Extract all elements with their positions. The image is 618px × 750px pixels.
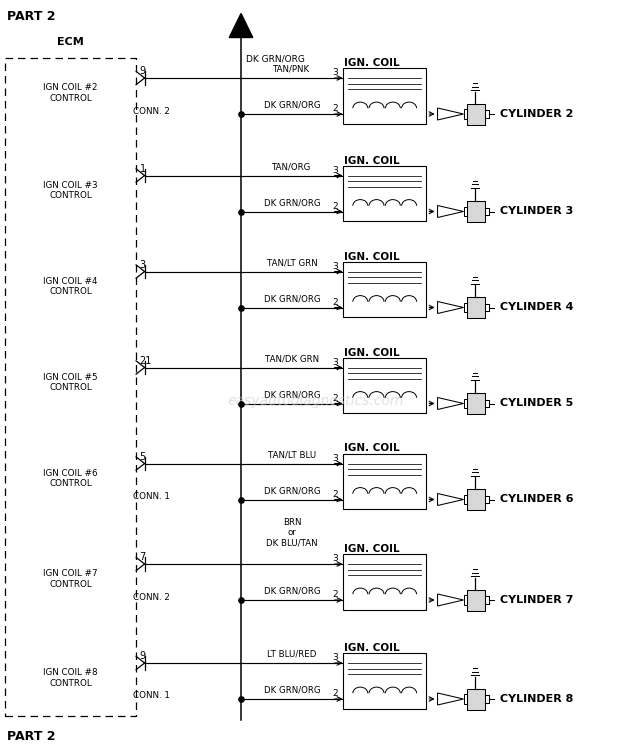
- Bar: [343, 358, 426, 413]
- Text: 3: 3: [332, 454, 338, 463]
- Bar: [5, 58, 136, 716]
- Text: DK GRN/ORG: DK GRN/ORG: [264, 586, 320, 596]
- Text: 9: 9: [140, 66, 146, 76]
- Text: 1: 1: [140, 164, 146, 174]
- Text: CYLINDER 6: CYLINDER 6: [500, 494, 574, 505]
- Polygon shape: [438, 206, 464, 218]
- Bar: [464, 207, 467, 216]
- Bar: [343, 68, 426, 124]
- Text: IGN. COIL: IGN. COIL: [344, 347, 400, 358]
- Polygon shape: [438, 494, 464, 506]
- Text: PART 2: PART 2: [7, 730, 56, 743]
- Bar: [464, 694, 467, 703]
- Text: A: A: [237, 22, 245, 35]
- Text: TAN/PNK: TAN/PNK: [273, 64, 311, 74]
- Text: DK GRN/ORG: DK GRN/ORG: [264, 100, 320, 109]
- Text: 2: 2: [332, 104, 338, 113]
- Text: IGN. COIL: IGN. COIL: [344, 155, 400, 166]
- Polygon shape: [438, 398, 464, 410]
- Text: DK GRN/ORG: DK GRN/ORG: [264, 686, 320, 694]
- Text: TAN/LT BLU: TAN/LT BLU: [268, 450, 316, 459]
- Text: CYLINDER 2: CYLINDER 2: [500, 109, 574, 119]
- Text: PART 2: PART 2: [7, 10, 56, 23]
- Text: 21: 21: [140, 356, 152, 366]
- Text: BRN
or
DK BLU/TAN: BRN or DK BLU/TAN: [266, 518, 318, 548]
- Text: DK GRN/ORG: DK GRN/ORG: [264, 198, 320, 207]
- Text: CONN. 1: CONN. 1: [133, 692, 171, 700]
- Text: DK GRN/ORG: DK GRN/ORG: [264, 390, 320, 399]
- Text: CYLINDER 4: CYLINDER 4: [500, 302, 574, 313]
- Text: 3: 3: [332, 166, 338, 175]
- Bar: [467, 688, 485, 709]
- Text: CYLINDER 8: CYLINDER 8: [500, 694, 574, 704]
- Text: 2: 2: [332, 202, 338, 211]
- Text: LT BLU/RED: LT BLU/RED: [268, 650, 316, 658]
- Bar: [464, 110, 467, 119]
- Text: 2: 2: [332, 590, 338, 599]
- Bar: [343, 166, 426, 221]
- Text: IGN COIL #4
CONTROL: IGN COIL #4 CONTROL: [43, 277, 98, 296]
- Text: IGN COIL #2
CONTROL: IGN COIL #2 CONTROL: [43, 83, 98, 103]
- Bar: [467, 297, 485, 318]
- Text: CYLINDER 7: CYLINDER 7: [500, 595, 574, 605]
- Text: TAN/DK GRN: TAN/DK GRN: [265, 354, 319, 363]
- Text: IGN. COIL: IGN. COIL: [344, 443, 400, 454]
- Text: IGN COIL #8
CONTROL: IGN COIL #8 CONTROL: [43, 668, 98, 688]
- Text: CYLINDER 5: CYLINDER 5: [500, 398, 574, 409]
- Text: IGN. COIL: IGN. COIL: [344, 643, 400, 653]
- Polygon shape: [438, 693, 464, 705]
- Text: 2: 2: [332, 490, 338, 499]
- Text: CONN. 2: CONN. 2: [133, 592, 171, 602]
- Text: 2: 2: [332, 298, 338, 307]
- Text: 2: 2: [332, 689, 338, 698]
- Polygon shape: [438, 594, 464, 606]
- Bar: [343, 653, 426, 709]
- Text: IGN COIL #7
CONTROL: IGN COIL #7 CONTROL: [43, 569, 98, 589]
- Text: ECM: ECM: [57, 37, 84, 47]
- Text: 5: 5: [140, 452, 146, 462]
- Text: IGN COIL #3
CONTROL: IGN COIL #3 CONTROL: [43, 181, 98, 200]
- Text: DK GRN/ORG: DK GRN/ORG: [264, 486, 320, 495]
- Text: IGN COIL #5
CONTROL: IGN COIL #5 CONTROL: [43, 373, 98, 392]
- Text: IGN. COIL: IGN. COIL: [344, 58, 400, 68]
- Bar: [467, 104, 485, 125]
- Polygon shape: [438, 302, 464, 313]
- Text: 3: 3: [332, 653, 338, 662]
- Text: CONN. 2: CONN. 2: [133, 106, 171, 116]
- Bar: [467, 393, 485, 414]
- Text: easyautodiagnostics.com: easyautodiagnostics.com: [227, 394, 404, 408]
- Text: CYLINDER 3: CYLINDER 3: [500, 206, 574, 217]
- Bar: [464, 495, 467, 504]
- Bar: [464, 596, 467, 604]
- Bar: [467, 489, 485, 510]
- Bar: [343, 262, 426, 317]
- Text: IGN. COIL: IGN. COIL: [344, 251, 400, 262]
- Bar: [467, 590, 485, 610]
- Polygon shape: [229, 13, 253, 38]
- Text: TAN/LT GRN: TAN/LT GRN: [266, 258, 318, 267]
- Bar: [467, 201, 485, 222]
- Text: CONN. 1: CONN. 1: [133, 492, 171, 501]
- Text: 2: 2: [332, 394, 338, 403]
- Bar: [343, 554, 426, 610]
- Text: 3: 3: [332, 358, 338, 367]
- Text: 7: 7: [140, 552, 146, 562]
- Polygon shape: [438, 108, 464, 120]
- Text: 9: 9: [140, 651, 146, 662]
- Text: DK GRN/ORG: DK GRN/ORG: [246, 54, 305, 63]
- Text: 3: 3: [140, 260, 146, 270]
- Text: IGN COIL #6
CONTROL: IGN COIL #6 CONTROL: [43, 469, 98, 488]
- Text: TAN/ORG: TAN/ORG: [273, 162, 311, 171]
- Text: DK GRN/ORG: DK GRN/ORG: [264, 294, 320, 303]
- Text: 3: 3: [332, 554, 338, 563]
- Text: 3: 3: [332, 262, 338, 271]
- Bar: [464, 399, 467, 408]
- Text: IGN. COIL: IGN. COIL: [344, 544, 400, 554]
- Text: 3: 3: [332, 68, 338, 77]
- Bar: [343, 454, 426, 509]
- Bar: [464, 302, 467, 312]
